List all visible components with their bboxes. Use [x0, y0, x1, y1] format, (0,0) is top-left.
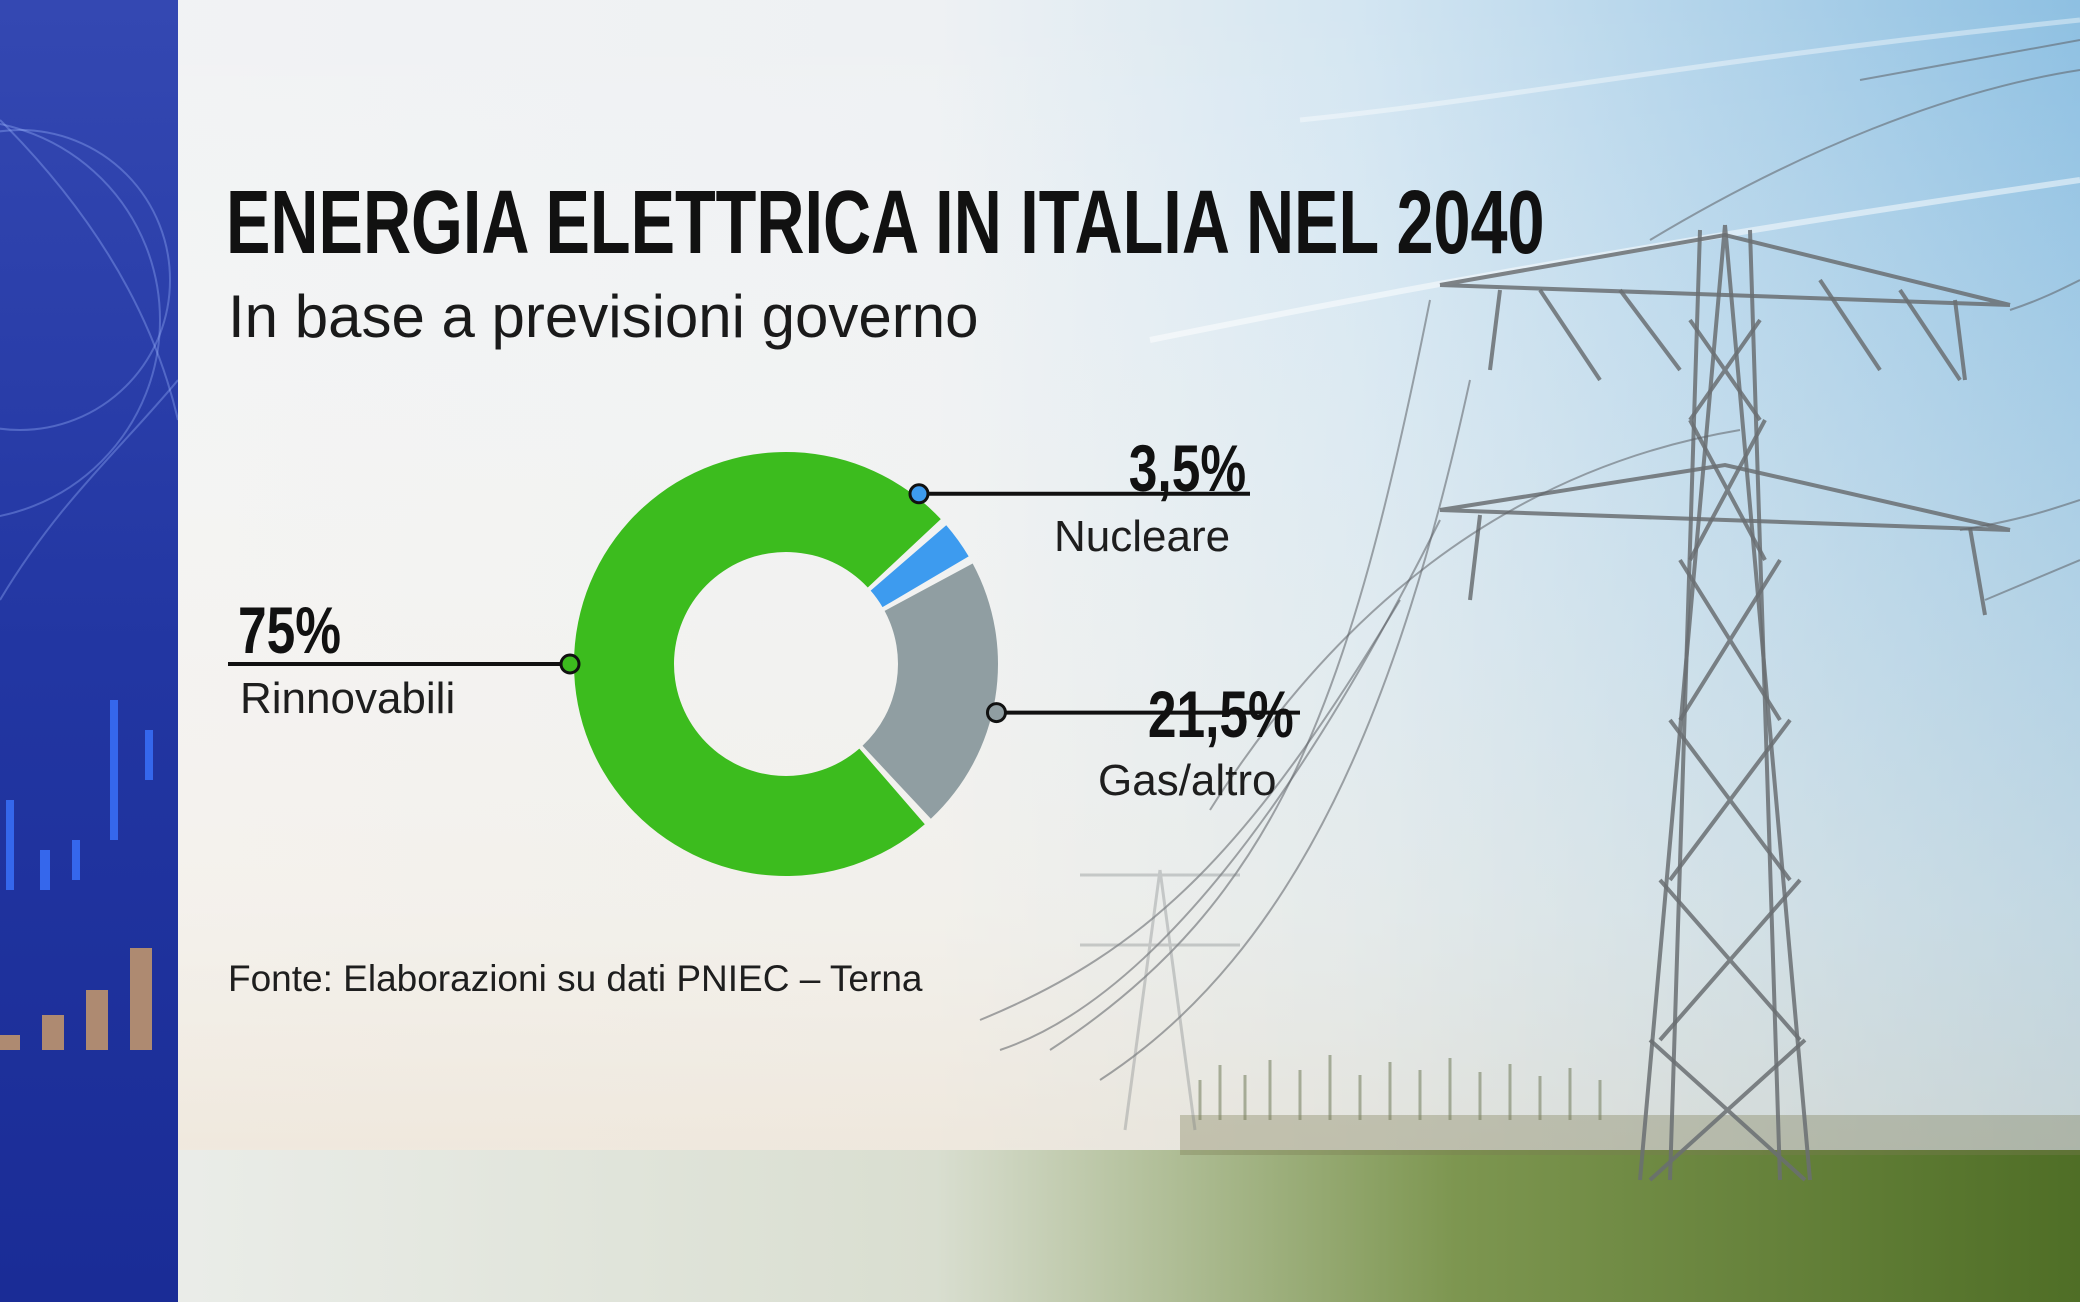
leader-marker-gas	[985, 702, 1007, 724]
slice-rinnovabili	[574, 452, 941, 876]
data-label-nucleare-name: Nucleare	[1054, 512, 1231, 561]
data-label-gas-value: 21,5%	[1147, 677, 1294, 751]
data-label-nucleare-value: 3,5%	[1128, 431, 1247, 505]
slice-nucleare	[870, 525, 969, 608]
slice-gas-altro	[862, 563, 999, 819]
leader-marker-nucleare	[908, 483, 930, 505]
data-label-rinnovabili-name: Rinnovabili	[240, 674, 456, 723]
left-decorative-band	[0, 0, 178, 1302]
data-label-rinnovabili-value: 75%	[238, 593, 342, 667]
leader-marker-rinnovabili	[559, 653, 581, 675]
chart-source: Fonte: Elaborazioni su dati PNIEC – Tern…	[228, 958, 923, 999]
chart-subtitle: In base a previsioni governo	[228, 283, 979, 350]
chart-title: ENERGIA ELETTRICA IN ITALIA NEL 2040	[226, 173, 1545, 273]
data-label-gas-name: Gas/altro	[1098, 756, 1277, 805]
